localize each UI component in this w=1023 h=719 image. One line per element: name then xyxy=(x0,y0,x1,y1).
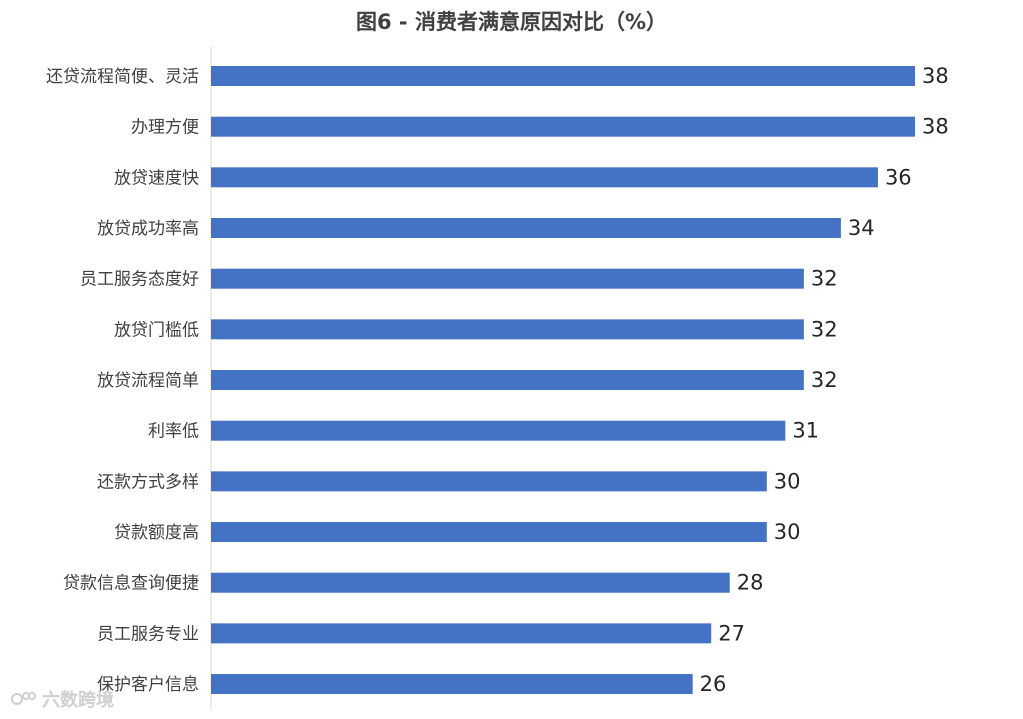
bar xyxy=(211,218,841,239)
value-label: 38 xyxy=(922,115,949,139)
category-label: 还款方式多样 xyxy=(97,472,199,492)
category-label: 保护客户信息 xyxy=(97,675,199,695)
category-label: 办理方便 xyxy=(131,118,199,138)
category-label: 利率低 xyxy=(148,422,199,442)
category-label: 放贷成功率高 xyxy=(97,219,199,239)
category-label: 放贷门槛低 xyxy=(114,320,199,340)
category-label: 贷款信息查询便捷 xyxy=(63,574,199,594)
value-label: 32 xyxy=(811,267,838,291)
value-label: 27 xyxy=(718,621,745,645)
bar xyxy=(211,623,712,644)
bar xyxy=(211,66,915,86)
value-label: 38 xyxy=(922,64,949,88)
value-label: 32 xyxy=(811,368,838,392)
value-label: 28 xyxy=(737,571,764,595)
category-label: 放贷速度快 xyxy=(114,168,199,188)
bar xyxy=(211,319,804,340)
chart-title: 图6 - 消费者满意原因对比（%） xyxy=(356,10,667,34)
value-label: 30 xyxy=(774,469,801,493)
bar xyxy=(211,674,693,695)
value-label: 26 xyxy=(700,672,727,696)
bar xyxy=(211,167,878,188)
bar xyxy=(211,420,786,441)
watermark: 六数跨境 xyxy=(10,686,114,712)
bar xyxy=(211,471,767,492)
bar xyxy=(211,116,915,137)
watermark-text: 六数跨境 xyxy=(42,690,114,711)
category-label: 贷款额度高 xyxy=(114,523,199,543)
value-label: 30 xyxy=(774,520,801,544)
value-label: 36 xyxy=(885,165,912,189)
category-label: 还贷流程简便、灵活 xyxy=(46,67,199,87)
value-label: 31 xyxy=(792,419,819,443)
category-label: 员工服务态度好 xyxy=(80,270,199,290)
watermark-logo-icon xyxy=(11,692,36,705)
bar xyxy=(211,522,767,543)
category-label: 放贷流程简单 xyxy=(97,371,199,391)
value-label: 32 xyxy=(811,317,838,341)
category-label: 员工服务专业 xyxy=(97,624,199,644)
value-label: 34 xyxy=(848,216,875,240)
bar xyxy=(211,572,730,593)
bar xyxy=(211,268,804,289)
bar xyxy=(211,370,804,391)
